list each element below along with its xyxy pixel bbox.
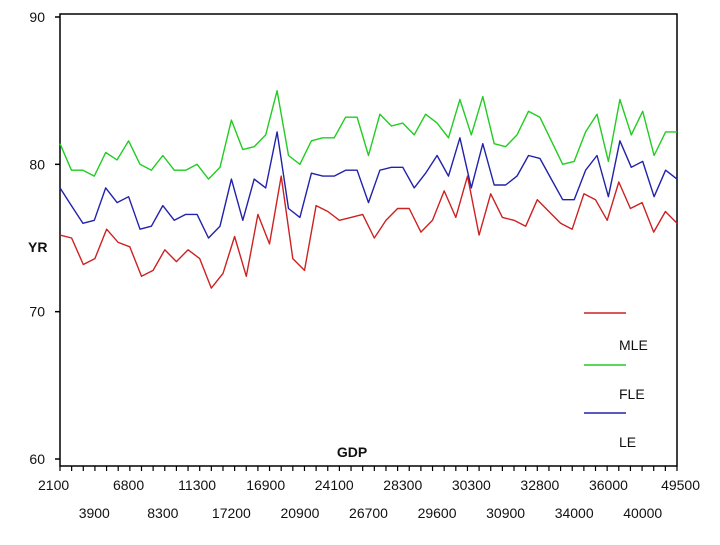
y-tick-label: 90 (29, 9, 45, 25)
series-layer (59, 89, 678, 289)
y-tick-label: 70 (29, 304, 45, 320)
plot-frame (59, 13, 678, 467)
axis-layer: 60 70 80 90 2100 6800 11300 16900 24100 28300 3030… (29, 9, 700, 521)
x-tick-label: 30900 (486, 505, 525, 521)
x-tick-label: 24100 (315, 477, 354, 493)
x-tick-label: 2100 (38, 477, 69, 493)
x-tick-label: 34000 (555, 505, 594, 521)
x-tick-label: 28300 (383, 477, 422, 493)
legend: MLE FLE LE (584, 312, 648, 450)
series-line-le (59, 131, 678, 239)
legend-label-le: LE (619, 434, 636, 450)
x-tick-label: 32800 (520, 477, 559, 493)
y-tick-label: 60 (29, 451, 45, 467)
x-tick-label: 6800 (113, 477, 144, 493)
x-tick-label: 36000 (589, 477, 628, 493)
x-tick-label: 3900 (79, 505, 110, 521)
x-tick-label: 40000 (623, 505, 662, 521)
series-line-mle (59, 175, 678, 289)
x-tick-label: 20900 (280, 505, 319, 521)
y-tick-label: 80 (29, 156, 45, 172)
x-tick-label: 16900 (246, 477, 285, 493)
y-axis-title: YR (28, 239, 47, 255)
x-tick-label: 17200 (212, 505, 251, 521)
x-axis-title: GDP (337, 444, 367, 460)
series-line-fle (59, 89, 677, 180)
x-tick-label: 30300 (452, 477, 491, 493)
legend-label-fle: FLE (619, 386, 645, 402)
x-tick-label: 11300 (178, 477, 216, 493)
x-tick-label: 8300 (147, 505, 178, 521)
legend-label-mle: MLE (619, 337, 648, 353)
x-tick-label: 49500 (661, 477, 700, 493)
x-tick-label: 29600 (418, 505, 457, 521)
x-tick-label: 26700 (349, 505, 388, 521)
